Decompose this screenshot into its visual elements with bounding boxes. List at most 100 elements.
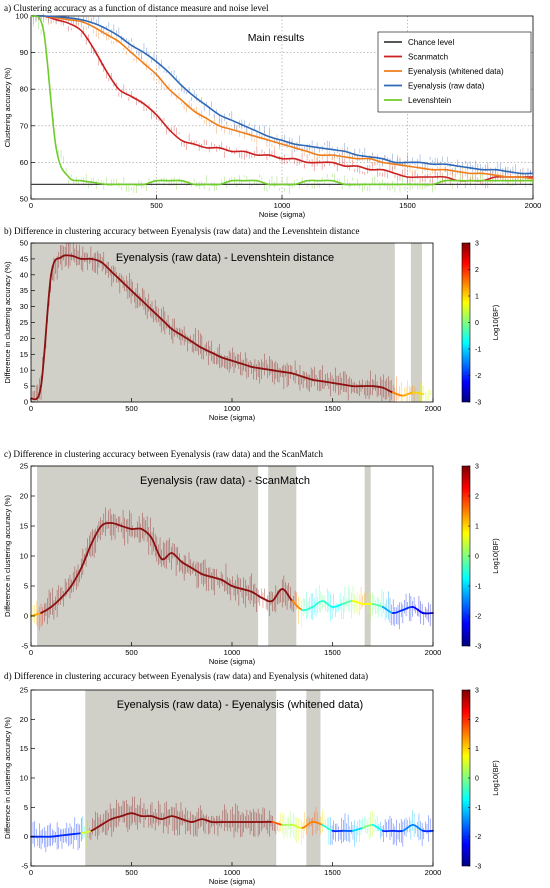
y-tick-label-a-1: 60 — [20, 158, 28, 167]
y-tick-label-c-1: 0 — [24, 612, 28, 621]
difference-line-segment-c — [271, 588, 284, 602]
colorbar-tick-label-d-3: 0 — [475, 776, 479, 783]
chart-title-c: Eyenalysis (raw data) - ScanMatch — [140, 475, 310, 487]
difference-line-segment-b — [170, 328, 183, 337]
difference-line-segment-c — [241, 588, 253, 593]
x-tick-label-b-3: 1500 — [324, 404, 341, 413]
colorbar-tick-label-c-6: -3 — [475, 644, 481, 651]
difference-line-segment-b — [40, 273, 52, 387]
difference-line-segment-b — [110, 270, 123, 283]
significance-region-b-1 — [410, 243, 422, 402]
difference-line-segment-c — [60, 585, 73, 599]
colorbar-tick-label-d-2: 1 — [475, 746, 479, 753]
y-tick-label-b-3: 15 — [20, 350, 28, 359]
x-axis-label-d: Noise (sigma) — [209, 877, 256, 886]
colorbar-tick-label-d-5: -2 — [475, 834, 481, 841]
difference-line-segment-b — [381, 386, 394, 394]
difference-line-segment-c — [221, 579, 233, 587]
y-tick-label-b-1: 5 — [24, 382, 28, 391]
colorbar-tick-label-b-6: -3 — [475, 400, 481, 407]
difference-line-segment-b — [50, 256, 62, 276]
colorbar-tick-label-d-6: -3 — [475, 864, 481, 871]
difference-line-segment-c — [140, 528, 153, 539]
x-tick-label-c-0: 0 — [29, 648, 33, 657]
difference-line-segment-d — [60, 833, 73, 837]
x-tick-label-d-2: 1000 — [224, 868, 241, 877]
colorbar-tick-label-b-2: 1 — [475, 294, 479, 301]
y-tick-label-b-6: 30 — [20, 302, 28, 311]
colorbar-tick-label-c-3: 0 — [475, 554, 479, 561]
difference-line-segment-b — [412, 391, 424, 395]
y-tick-label-c-2: 5 — [24, 582, 28, 591]
x-tick-label-d-4: 2000 — [425, 868, 442, 877]
colorbar-tick-label-c-5: -2 — [475, 614, 481, 621]
y-tick-label-a-5: 100 — [15, 12, 28, 21]
x-tick-label-a-1: 500 — [150, 201, 163, 210]
y-tick-label-a-3: 80 — [20, 85, 28, 94]
series-line-levenshtein — [30, 15, 533, 186]
plot-frame-c — [30, 465, 434, 647]
difference-line-segment-b — [130, 289, 143, 302]
x-tick-label-b-1: 500 — [125, 404, 138, 413]
colorbar-tick-label-b-3: 0 — [475, 320, 479, 327]
difference-line-segment-b — [90, 258, 103, 263]
legend-box — [377, 31, 532, 113]
difference-line-segment-c — [190, 567, 203, 575]
y-tick-label-d-1: 0 — [24, 832, 28, 841]
colorbar-tick-label-d-4: -1 — [475, 805, 481, 812]
legend-label-1: Scanmatch — [408, 53, 448, 62]
chart-title-b: Eyenalysis (raw data) - Levenshtein dist… — [116, 252, 334, 264]
y-tick-label-d-5: 20 — [20, 715, 28, 724]
difference-line-segment-d — [311, 821, 324, 826]
plot-frame-b — [30, 242, 434, 403]
difference-line-segment-b — [120, 280, 133, 292]
difference-line-segment-b — [150, 308, 163, 321]
x-tick-label-c-3: 1500 — [324, 648, 341, 657]
difference-line-segment-c — [70, 567, 83, 587]
significance-region-b-0 — [31, 243, 395, 402]
difference-line-segment-c — [251, 591, 263, 599]
legend-label-0: Chance level — [408, 38, 454, 47]
x-tick-label-d-3: 1500 — [324, 868, 341, 877]
difference-line-segment-b — [140, 299, 153, 311]
difference-line-segment-d — [70, 832, 83, 836]
difference-line-segment-c — [180, 561, 193, 569]
difference-line-segment-b — [190, 340, 203, 349]
x-axis-label-c: Noise (sigma) — [209, 657, 256, 666]
y-tick-label-b-0: 0 — [24, 398, 28, 407]
x-tick-label-d-1: 500 — [125, 868, 138, 877]
series-line-eyenalysis-raw-data- — [30, 15, 534, 175]
y-axis-label-d: Difference in clustering accuracy (%) — [3, 717, 12, 839]
x-tick-label-b-4: 2000 — [425, 404, 442, 413]
difference-line-segment-c — [40, 606, 52, 614]
plot-frame-d — [30, 689, 434, 867]
y-tick-label-b-2: 10 — [20, 366, 28, 375]
colorbar-label-b: Log10(BF) — [491, 304, 500, 340]
difference-line-segment-d — [321, 824, 334, 832]
colorbar-tick-label-b-4: -1 — [475, 347, 481, 354]
difference-line-segment-d — [371, 824, 384, 832]
significance-region-d-1 — [306, 690, 321, 866]
series-line-eyenalysis-whitened-data- — [30, 15, 534, 180]
caption-b: b) Difference in clustering accuracy bet… — [4, 226, 360, 236]
chart-title-d: Eyenalysis (raw data) - Eyenalysis (whit… — [117, 699, 363, 711]
y-tick-label-a-4: 90 — [20, 48, 28, 57]
y-tick-label-b-9: 45 — [20, 254, 28, 263]
y-axis-label-a: Clustering accuracy (%) — [3, 67, 12, 147]
x-tick-label-c-2: 1000 — [224, 648, 241, 657]
difference-line-segment-c — [170, 552, 183, 563]
difference-line-segment-b — [100, 261, 113, 273]
plot-frame-a — [30, 15, 534, 200]
y-tick-label-c-3: 10 — [20, 552, 28, 561]
y-tick-label-c-6: 25 — [20, 462, 28, 471]
difference-line-segment-b — [180, 334, 193, 343]
colorbar-tick-label-b-5: -2 — [475, 373, 481, 380]
difference-line-segment-b — [160, 318, 173, 330]
difference-line-segment-d — [50, 834, 62, 838]
difference-line-segment-b — [30, 385, 42, 401]
y-tick-label-d-2: 5 — [24, 803, 28, 812]
colorbar-tick-label-d-0: 3 — [475, 688, 479, 695]
y-tick-label-a-2: 70 — [20, 121, 28, 130]
